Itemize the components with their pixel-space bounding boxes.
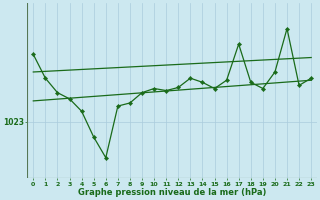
X-axis label: Graphe pression niveau de la mer (hPa): Graphe pression niveau de la mer (hPa) [78, 188, 267, 197]
